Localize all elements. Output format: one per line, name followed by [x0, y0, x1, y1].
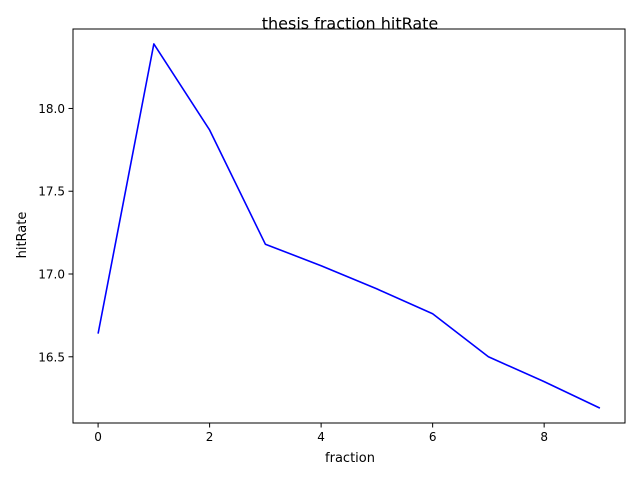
y-tick-label: 17.0	[38, 268, 65, 282]
plot-series	[97, 43, 601, 409]
y-axis-label: hitRate	[15, 212, 30, 259]
x-tick-label: 8	[540, 430, 548, 444]
y-tick-label: 18.0	[38, 102, 65, 116]
x-tick-label: 2	[206, 430, 214, 444]
y-axis-ticks: 16.5 17.0 17.5 18.0	[38, 102, 73, 364]
chart-title: thesis fraction hitRate	[262, 14, 439, 33]
y-tick-label: 17.5	[38, 185, 65, 199]
x-axis-label: fraction	[325, 451, 375, 466]
x-axis-ticks: 0 2 4 6 8	[94, 423, 548, 444]
y-tick-label: 16.5	[38, 350, 65, 364]
x-tick-label: 6	[429, 430, 437, 444]
x-tick-label: 0	[94, 430, 102, 444]
x-tick-label: 4	[317, 430, 325, 444]
series-line	[97, 43, 601, 409]
plot-frame	[72, 28, 626, 424]
